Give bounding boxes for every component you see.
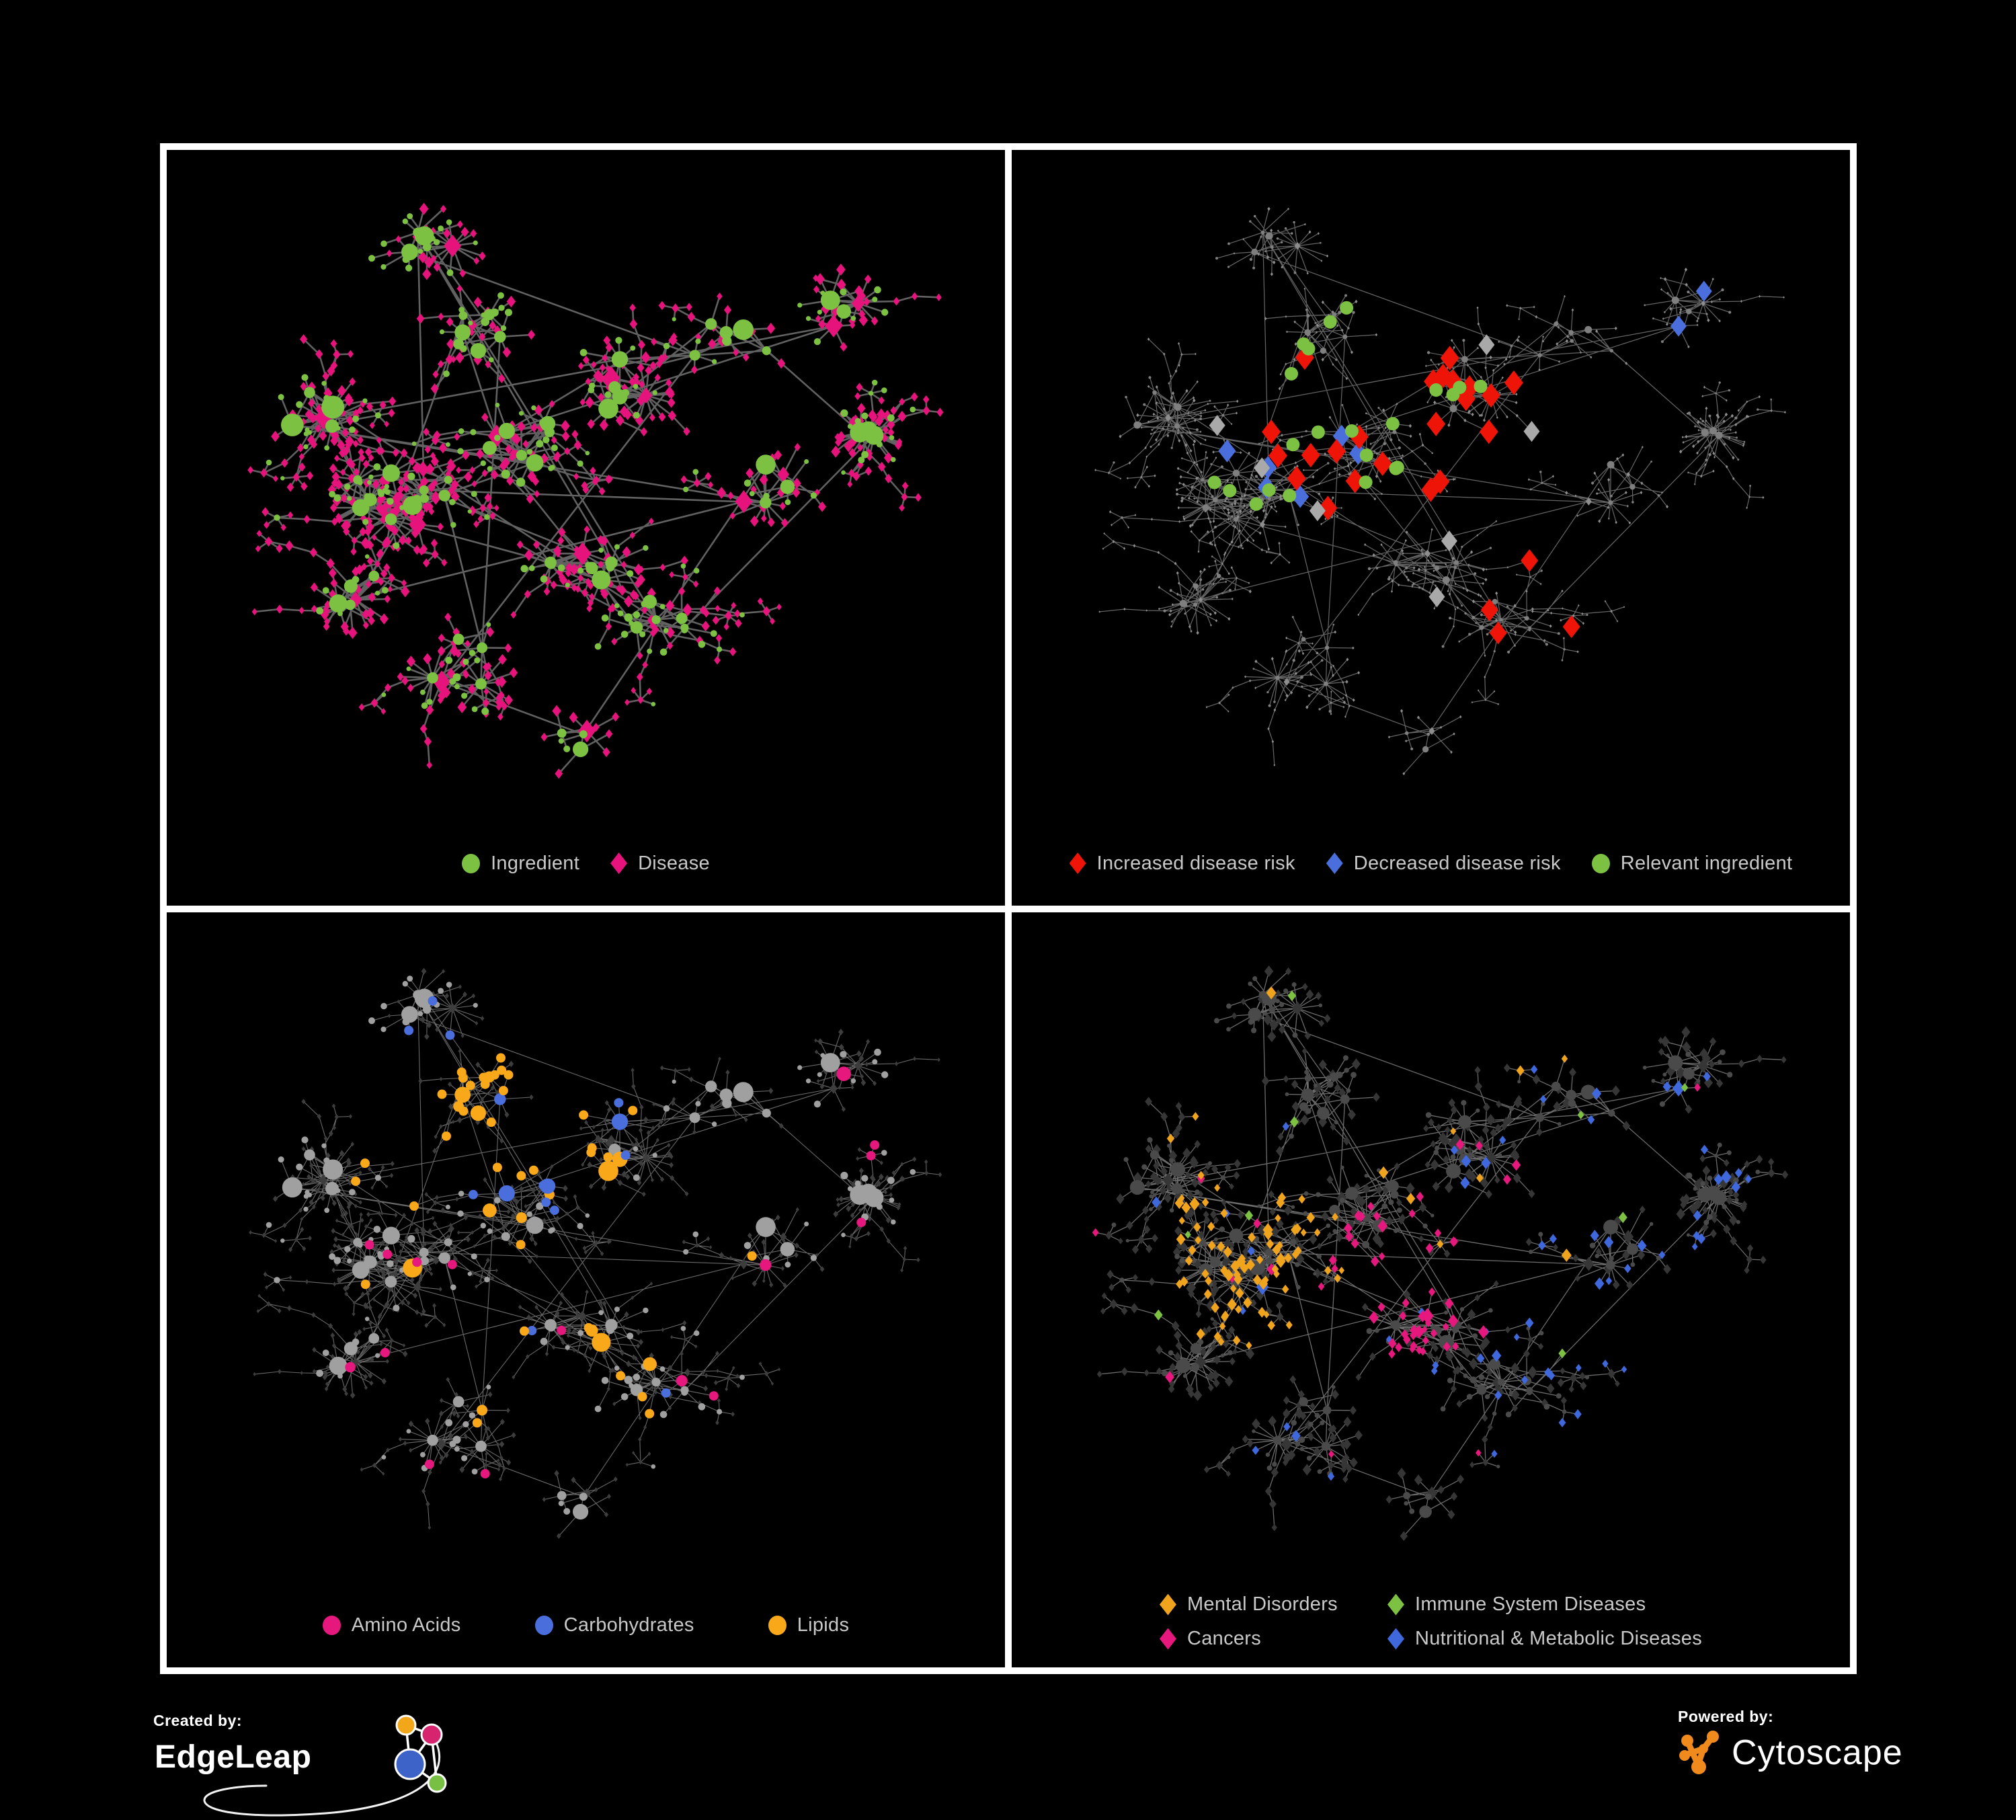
edgeleap-wordmark: EdgeLeap <box>155 1739 312 1775</box>
legend-label-ingredient: Ingredient <box>491 852 580 874</box>
panel-ingredient-disease-network: Ingredient Disease <box>167 150 1005 906</box>
cytoscape-wordmark: Cytoscape <box>1732 1733 1903 1772</box>
legend-label-immune-diseases: Immune System Diseases <box>1414 1593 1646 1615</box>
legend-item-decreased-risk: Decreased disease risk <box>1326 853 1561 875</box>
legend-label-cancers: Cancers <box>1186 1628 1262 1649</box>
cytoscape-branding: Powered by: Cytoscape <box>1678 1708 1920 1788</box>
legend-nutrient-classes: Amino Acids Carbohydrates Lipids <box>167 1614 1005 1636</box>
legend-label-amino-acids: Amino Acids <box>351 1614 461 1636</box>
figure-grid: Ingredient Disease Increased disease ris… <box>160 143 1857 1674</box>
legend-label-nutritional-metabolic: Nutritional & Metabolic Diseases <box>1414 1628 1703 1649</box>
legend-item-ingredient: Ingredient <box>462 853 579 875</box>
legend-item-lipids: Lipids <box>768 1614 850 1636</box>
legend-label-carbohydrates: Carbohydrates <box>563 1614 694 1636</box>
legend-item-mental-disorders: Mental Disorders <box>1159 1593 1338 1616</box>
decreased-risk-diamond-icon <box>1326 853 1343 874</box>
legend-item-nutritional-metabolic: Nutritional & Metabolic Diseases <box>1387 1628 1702 1650</box>
legend-item-amino-acids: Amino Acids <box>322 1614 461 1636</box>
created-by-label: Created by: <box>153 1712 243 1729</box>
relevant-ingredient-circle-icon <box>1591 853 1610 873</box>
powered-by-label: Powered by: <box>1678 1708 1774 1725</box>
disease-diamond-icon <box>610 853 628 874</box>
legend-label-relevant-ingredient: Relevant ingredient <box>1620 852 1793 874</box>
disease-risk-network-graph <box>1094 206 1786 776</box>
legend-label-increased-risk: Increased disease risk <box>1096 852 1295 874</box>
legend-item-relevant-ingredient: Relevant ingredient <box>1591 852 1793 875</box>
legend-disease-classes: Mental Disorders Immune System Diseases … <box>1012 1593 1850 1650</box>
ingredient-disease-network-graph <box>247 202 944 779</box>
legend-label-lipids: Lipids <box>797 1614 850 1636</box>
increased-risk-diamond-icon <box>1069 853 1086 874</box>
legend-label-mental-disorders: Mental Disorders <box>1186 1593 1338 1615</box>
amino-acids-circle-icon <box>322 1616 341 1635</box>
immune-diseases-diamond-icon <box>1387 1593 1404 1616</box>
ingredient-circle-icon <box>462 853 481 873</box>
legend-label-decreased-risk: Decreased disease risk <box>1353 852 1561 874</box>
mental-disorders-diamond-icon <box>1159 1593 1176 1616</box>
legend-item-disease: Disease <box>610 853 710 875</box>
lipids-circle-icon <box>768 1616 787 1635</box>
carbohydrates-circle-icon <box>534 1616 553 1635</box>
cytoscape-logo-icon <box>1679 1731 1719 1774</box>
panel-disease-risk-network: Increased disease risk Decreased disease… <box>1012 150 1850 906</box>
legend-item-increased-risk: Increased disease risk <box>1069 852 1295 875</box>
legend-item-carbohydrates: Carbohydrates <box>534 1614 694 1636</box>
legend-item-immune-diseases: Immune System Diseases <box>1387 1593 1646 1616</box>
edgeleap-branding: Created by: EdgeLeap <box>153 1712 469 1818</box>
disease-class-network-graph <box>1092 965 1789 1541</box>
legend-item-cancers: Cancers <box>1159 1628 1262 1650</box>
panel-nutrient-class-network: Amino Acids Carbohydrates Lipids <box>167 912 1005 1667</box>
cancers-diamond-icon <box>1159 1628 1176 1650</box>
legend-disease-risk: Increased disease risk Decreased disease… <box>1012 853 1850 875</box>
legend-label-disease: Disease <box>638 852 710 874</box>
legend-ingredient-disease: Ingredient Disease <box>167 853 1005 875</box>
panel-disease-class-network: Mental Disorders Immune System Diseases … <box>1012 912 1850 1667</box>
nutrient-class-network-graph <box>249 967 942 1539</box>
nutritional-metabolic-diamond-icon <box>1387 1628 1404 1650</box>
